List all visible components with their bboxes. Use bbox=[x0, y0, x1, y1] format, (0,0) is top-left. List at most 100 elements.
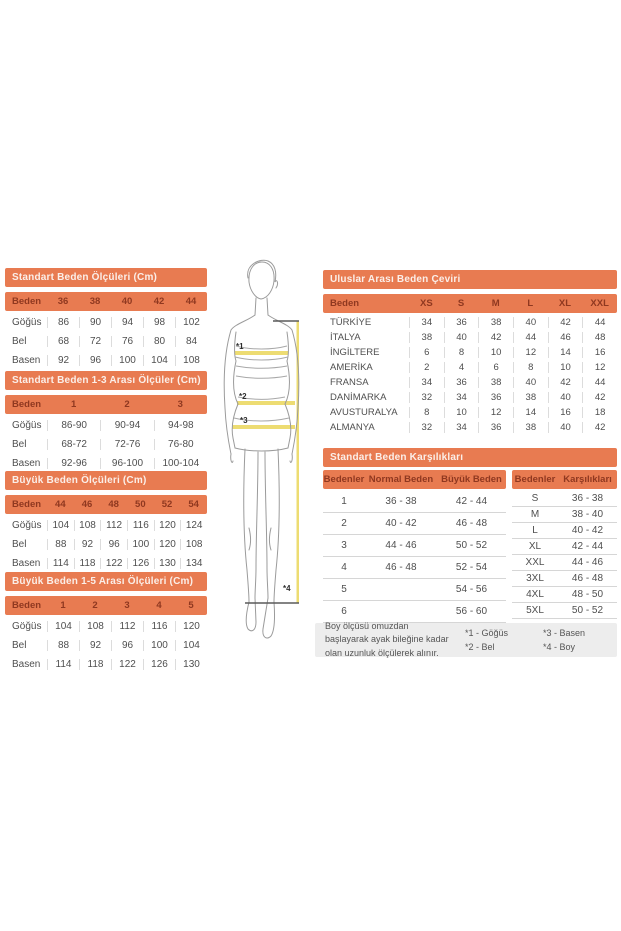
cell-value: 88 bbox=[47, 539, 74, 550]
row-label: S bbox=[531, 493, 539, 504]
cell-value: 130 bbox=[153, 558, 181, 569]
legend-boy: *4 - Boy bbox=[543, 642, 576, 652]
cell-value: 104 bbox=[175, 640, 207, 651]
cell-value: 96 bbox=[79, 355, 111, 366]
row-label: Beden bbox=[12, 600, 42, 611]
cell-value: L bbox=[527, 298, 534, 309]
cell-value: 14 bbox=[513, 407, 548, 418]
cell-value: 38 - 40 bbox=[571, 509, 604, 520]
cell-value: 44 bbox=[185, 296, 197, 307]
cell-value: 86-90 bbox=[47, 420, 100, 431]
cell-value: 100 bbox=[143, 640, 175, 651]
cell-value: 18 bbox=[582, 407, 617, 418]
cell-value: 44 bbox=[582, 317, 617, 328]
table-title: Büyük Beden 1-5 Arası Ölçüleri (Cm) bbox=[5, 572, 207, 591]
row-label: Basen bbox=[12, 558, 41, 569]
cell-value: 92-96 bbox=[47, 458, 100, 469]
cell-value: 42 bbox=[547, 377, 583, 388]
row-label: Beden bbox=[12, 296, 42, 307]
cell-value: 112 bbox=[100, 520, 127, 531]
table-row: Basen 114 118 122 126 130 134 bbox=[5, 554, 207, 573]
cell-value: 50 - 52 bbox=[571, 605, 604, 616]
row-label: Bel bbox=[12, 539, 27, 550]
row-label: Beden bbox=[12, 399, 42, 410]
row-label: 6 bbox=[341, 606, 347, 617]
table-title: Uluslar Arası Beden Çeviri bbox=[323, 270, 617, 289]
table-row: ALMANYA 32 34 36 38 40 42 bbox=[323, 420, 617, 435]
table-header-row: Beden XS S M L XL XXL bbox=[323, 294, 617, 313]
row-label: İNGİLTERE bbox=[330, 347, 380, 358]
cell-value: 42 - 44 bbox=[455, 496, 488, 507]
cell-value: 100-104 bbox=[153, 458, 207, 469]
table-row: TÜRKİYE 34 36 38 40 42 44 bbox=[323, 315, 617, 330]
table-row: Basen 92-96 96-100 100-104 bbox=[5, 454, 207, 473]
cell-value: 76 bbox=[111, 336, 143, 347]
table-row: 2 40 - 42 46 - 48 bbox=[323, 513, 506, 535]
cell-value: 44 bbox=[582, 377, 617, 388]
cell-value: 14 bbox=[547, 347, 583, 358]
cell-value: 94-98 bbox=[153, 420, 207, 431]
cell-value: 120 bbox=[153, 520, 181, 531]
cell-value: 54 - 56 bbox=[455, 584, 488, 595]
table-row: 5XL 50 - 52 bbox=[512, 603, 617, 619]
cell-value: 2 bbox=[409, 362, 444, 373]
cell-value: 90-94 bbox=[100, 420, 153, 431]
cell-value: 104 bbox=[47, 621, 79, 632]
note-text: Boy ölçüsü omuzdan başlayarak ayak bileğ… bbox=[325, 621, 449, 658]
cell-value: 120 bbox=[153, 539, 181, 550]
cell-value: 2 bbox=[124, 399, 130, 410]
table-row: FRANSA 34 36 38 40 42 44 bbox=[323, 375, 617, 390]
cell-value: 42 bbox=[582, 422, 617, 433]
table-row: Basen 114 118 122 126 130 bbox=[5, 655, 207, 674]
row-label: Beden bbox=[12, 499, 42, 510]
cell-value: 72-76 bbox=[100, 439, 153, 450]
table-row: İTALYA 38 40 42 44 46 48 bbox=[323, 330, 617, 345]
cell-value: 86 bbox=[47, 317, 79, 328]
table-row: XXL 44 - 46 bbox=[512, 555, 617, 571]
cell-value: 36 - 38 bbox=[571, 493, 604, 504]
cell-value: 38 bbox=[513, 392, 548, 403]
table-row: 3 44 - 46 50 - 52 bbox=[323, 535, 506, 557]
cell-value: 102 bbox=[175, 317, 207, 328]
cell-value: 12 bbox=[513, 347, 548, 358]
cell-value: 88 bbox=[47, 640, 79, 651]
cell-value: 42 bbox=[153, 296, 165, 307]
height-ticks bbox=[245, 320, 299, 604]
cell-value: 6 bbox=[409, 347, 444, 358]
row-label: DANİMARKA bbox=[330, 392, 387, 403]
table-body: Göğüs 86 90 94 98 102 Bel 68 72 76 80 84 Basen 92 96 10… bbox=[5, 313, 207, 370]
cell-value: Büyük Beden bbox=[441, 474, 502, 485]
cell-value: 48 bbox=[582, 332, 617, 343]
cell-value: 40 - 42 bbox=[385, 518, 417, 529]
cell-value: 46 bbox=[547, 332, 583, 343]
cell-value: 36 bbox=[478, 392, 513, 403]
row-label: 1 bbox=[341, 496, 347, 507]
cell-value: Karşılıkları bbox=[563, 474, 612, 485]
cell-value: 16 bbox=[547, 407, 583, 418]
row-label: Göğüs bbox=[12, 621, 42, 632]
measurement-figure: *1 *2 *3 *4 bbox=[223, 259, 300, 639]
cell-value: 130 bbox=[175, 659, 207, 670]
cell-value: 44 bbox=[513, 332, 548, 343]
cell-value: 54 bbox=[188, 499, 199, 510]
cell-value: 38 bbox=[478, 317, 513, 328]
cell-value: 96-100 bbox=[100, 458, 153, 469]
cell-value: 40 bbox=[443, 332, 479, 343]
legend-basen: *3 - Basen bbox=[543, 628, 586, 638]
cell-value: 122 bbox=[111, 659, 143, 670]
table-uluslararasi-beden: Uluslar Arası Beden Çeviri Beden XS S M L XL X… bbox=[323, 270, 617, 435]
table-row: Göğüs 86 90 94 98 102 bbox=[5, 313, 207, 332]
cell-value: 96 bbox=[100, 539, 127, 550]
cell-value: 1 bbox=[60, 600, 66, 611]
table-buyuk-beden-olculeri: Büyük Beden Ölçüleri (Cm) Beden 44 46 48 50 5… bbox=[5, 471, 207, 573]
cell-value: 16 bbox=[582, 347, 617, 358]
row-label: Göğüs bbox=[12, 317, 42, 328]
measurement-bands bbox=[232, 321, 299, 603]
row-label: AVUSTURALYA bbox=[330, 407, 398, 418]
table-row: 4XL 48 - 50 bbox=[512, 587, 617, 603]
cell-value: 108 bbox=[180, 539, 207, 550]
row-label: Bel bbox=[12, 439, 27, 450]
cell-value: 40 bbox=[547, 422, 583, 433]
cell-value: 42 bbox=[582, 392, 617, 403]
